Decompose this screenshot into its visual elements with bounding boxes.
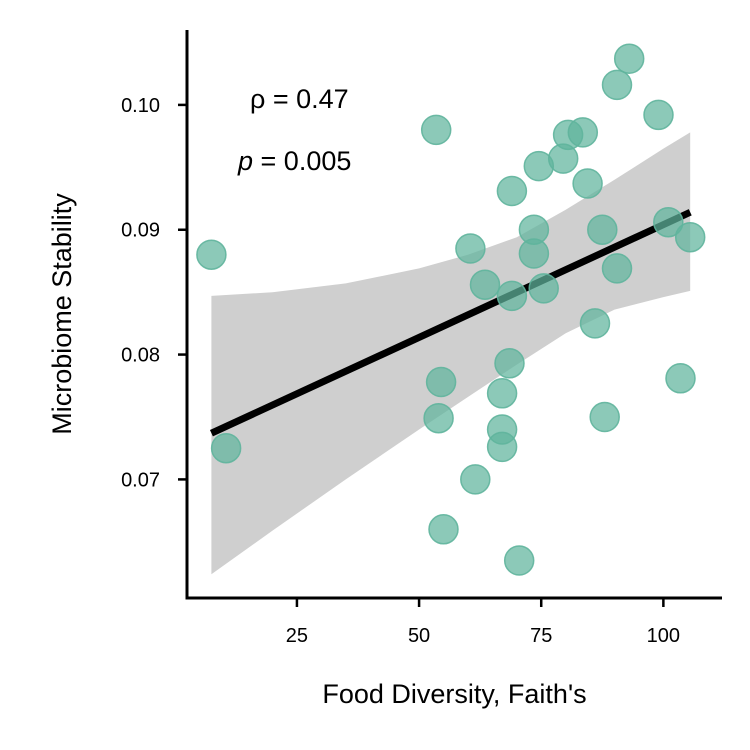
data-point [428, 514, 459, 545]
x-axis-title: Food Diversity, Faith's [322, 679, 586, 709]
data-point [196, 239, 227, 270]
data-point [579, 308, 611, 339]
data-point [496, 280, 528, 312]
y-tick-label: 0.09 [121, 220, 160, 242]
x-tick-label: 75 [530, 625, 552, 647]
data-points-layer [196, 43, 706, 576]
data-point [567, 117, 599, 148]
regression-line [209, 209, 692, 437]
data-point [518, 238, 550, 269]
y-axis-title: Microbiome Stability [47, 193, 77, 435]
rho-value: = 0.47 [265, 84, 348, 114]
y-tick-label: 0.08 [121, 345, 160, 367]
data-point [486, 431, 518, 463]
data-point [210, 432, 242, 464]
data-point [528, 273, 559, 304]
axes-layer: 25 50 75 100 0.07 0.08 0.09 0.10 [121, 30, 722, 647]
data-point [494, 348, 525, 379]
data-point [425, 366, 457, 398]
confidence-band-layer [211, 132, 691, 575]
y-tick-label: 0.10 [121, 95, 160, 117]
data-point [460, 464, 491, 495]
data-point [503, 545, 535, 576]
rho-symbol: ρ [250, 84, 265, 114]
p-value-annotation: p = 0.005 [237, 146, 351, 176]
data-point [601, 253, 633, 284]
data-point [601, 69, 633, 101]
data-point [643, 99, 674, 131]
x-tick-label: 50 [408, 625, 430, 647]
y-tick-label: 0.07 [121, 469, 160, 491]
data-point [486, 378, 518, 409]
data-point [423, 402, 454, 434]
data-point [665, 363, 696, 394]
x-tick-label: 100 [647, 625, 680, 647]
confidence-band [211, 132, 691, 575]
data-point [653, 206, 684, 238]
p-value: = 0.005 [253, 146, 351, 176]
data-point [613, 43, 645, 74]
data-point [572, 168, 603, 199]
fit-line-layer [209, 209, 692, 437]
data-point [674, 221, 706, 253]
data-point [589, 401, 620, 433]
p-symbol: p [237, 146, 253, 176]
rho-annotation: ρ = 0.47 [250, 84, 349, 114]
data-point [587, 214, 618, 245]
data-point [420, 114, 452, 146]
data-point [469, 269, 501, 300]
data-point [496, 175, 528, 207]
x-tick-label: 25 [286, 625, 308, 647]
data-point [455, 233, 486, 264]
